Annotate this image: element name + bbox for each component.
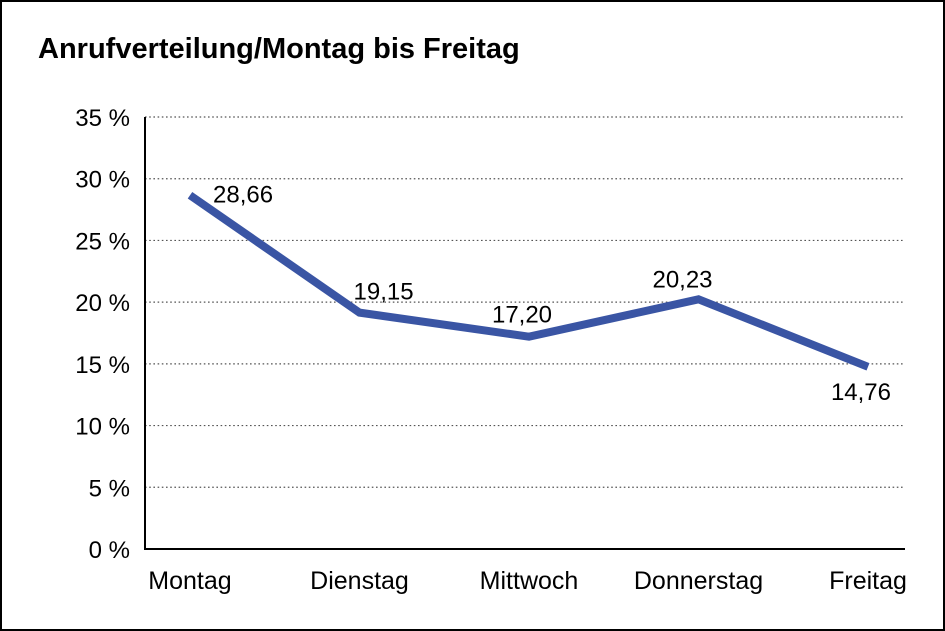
y-tick-label: 5 % [89,475,130,502]
chart-title: Anrufverteilung/Montag bis Freitag [38,33,520,65]
y-tick-label: 15 % [75,352,130,379]
data-point-label: 28,66 [213,181,273,208]
y-tick-label: 30 % [75,167,130,194]
x-category-label: Freitag [829,567,907,595]
x-category-label: Dienstag [310,567,409,595]
data-point-label: 20,23 [652,266,712,293]
series-line [187,191,870,371]
x-category-label: Donnerstag [634,567,763,595]
y-tick-label: 35 % [75,105,130,132]
y-tick-label: 10 % [75,414,130,441]
y-tick-label: 20 % [75,290,130,317]
data-point-label: 14,76 [831,379,891,406]
data-point-label: 19,15 [354,279,414,306]
x-category-label: Mittwoch [480,567,579,595]
axis-line [144,117,905,550]
data-point-label: 17,20 [492,302,552,329]
x-category-label: Montag [148,567,231,595]
y-tick-label: 25 % [75,228,130,255]
y-tick-label: 0 % [89,537,130,564]
